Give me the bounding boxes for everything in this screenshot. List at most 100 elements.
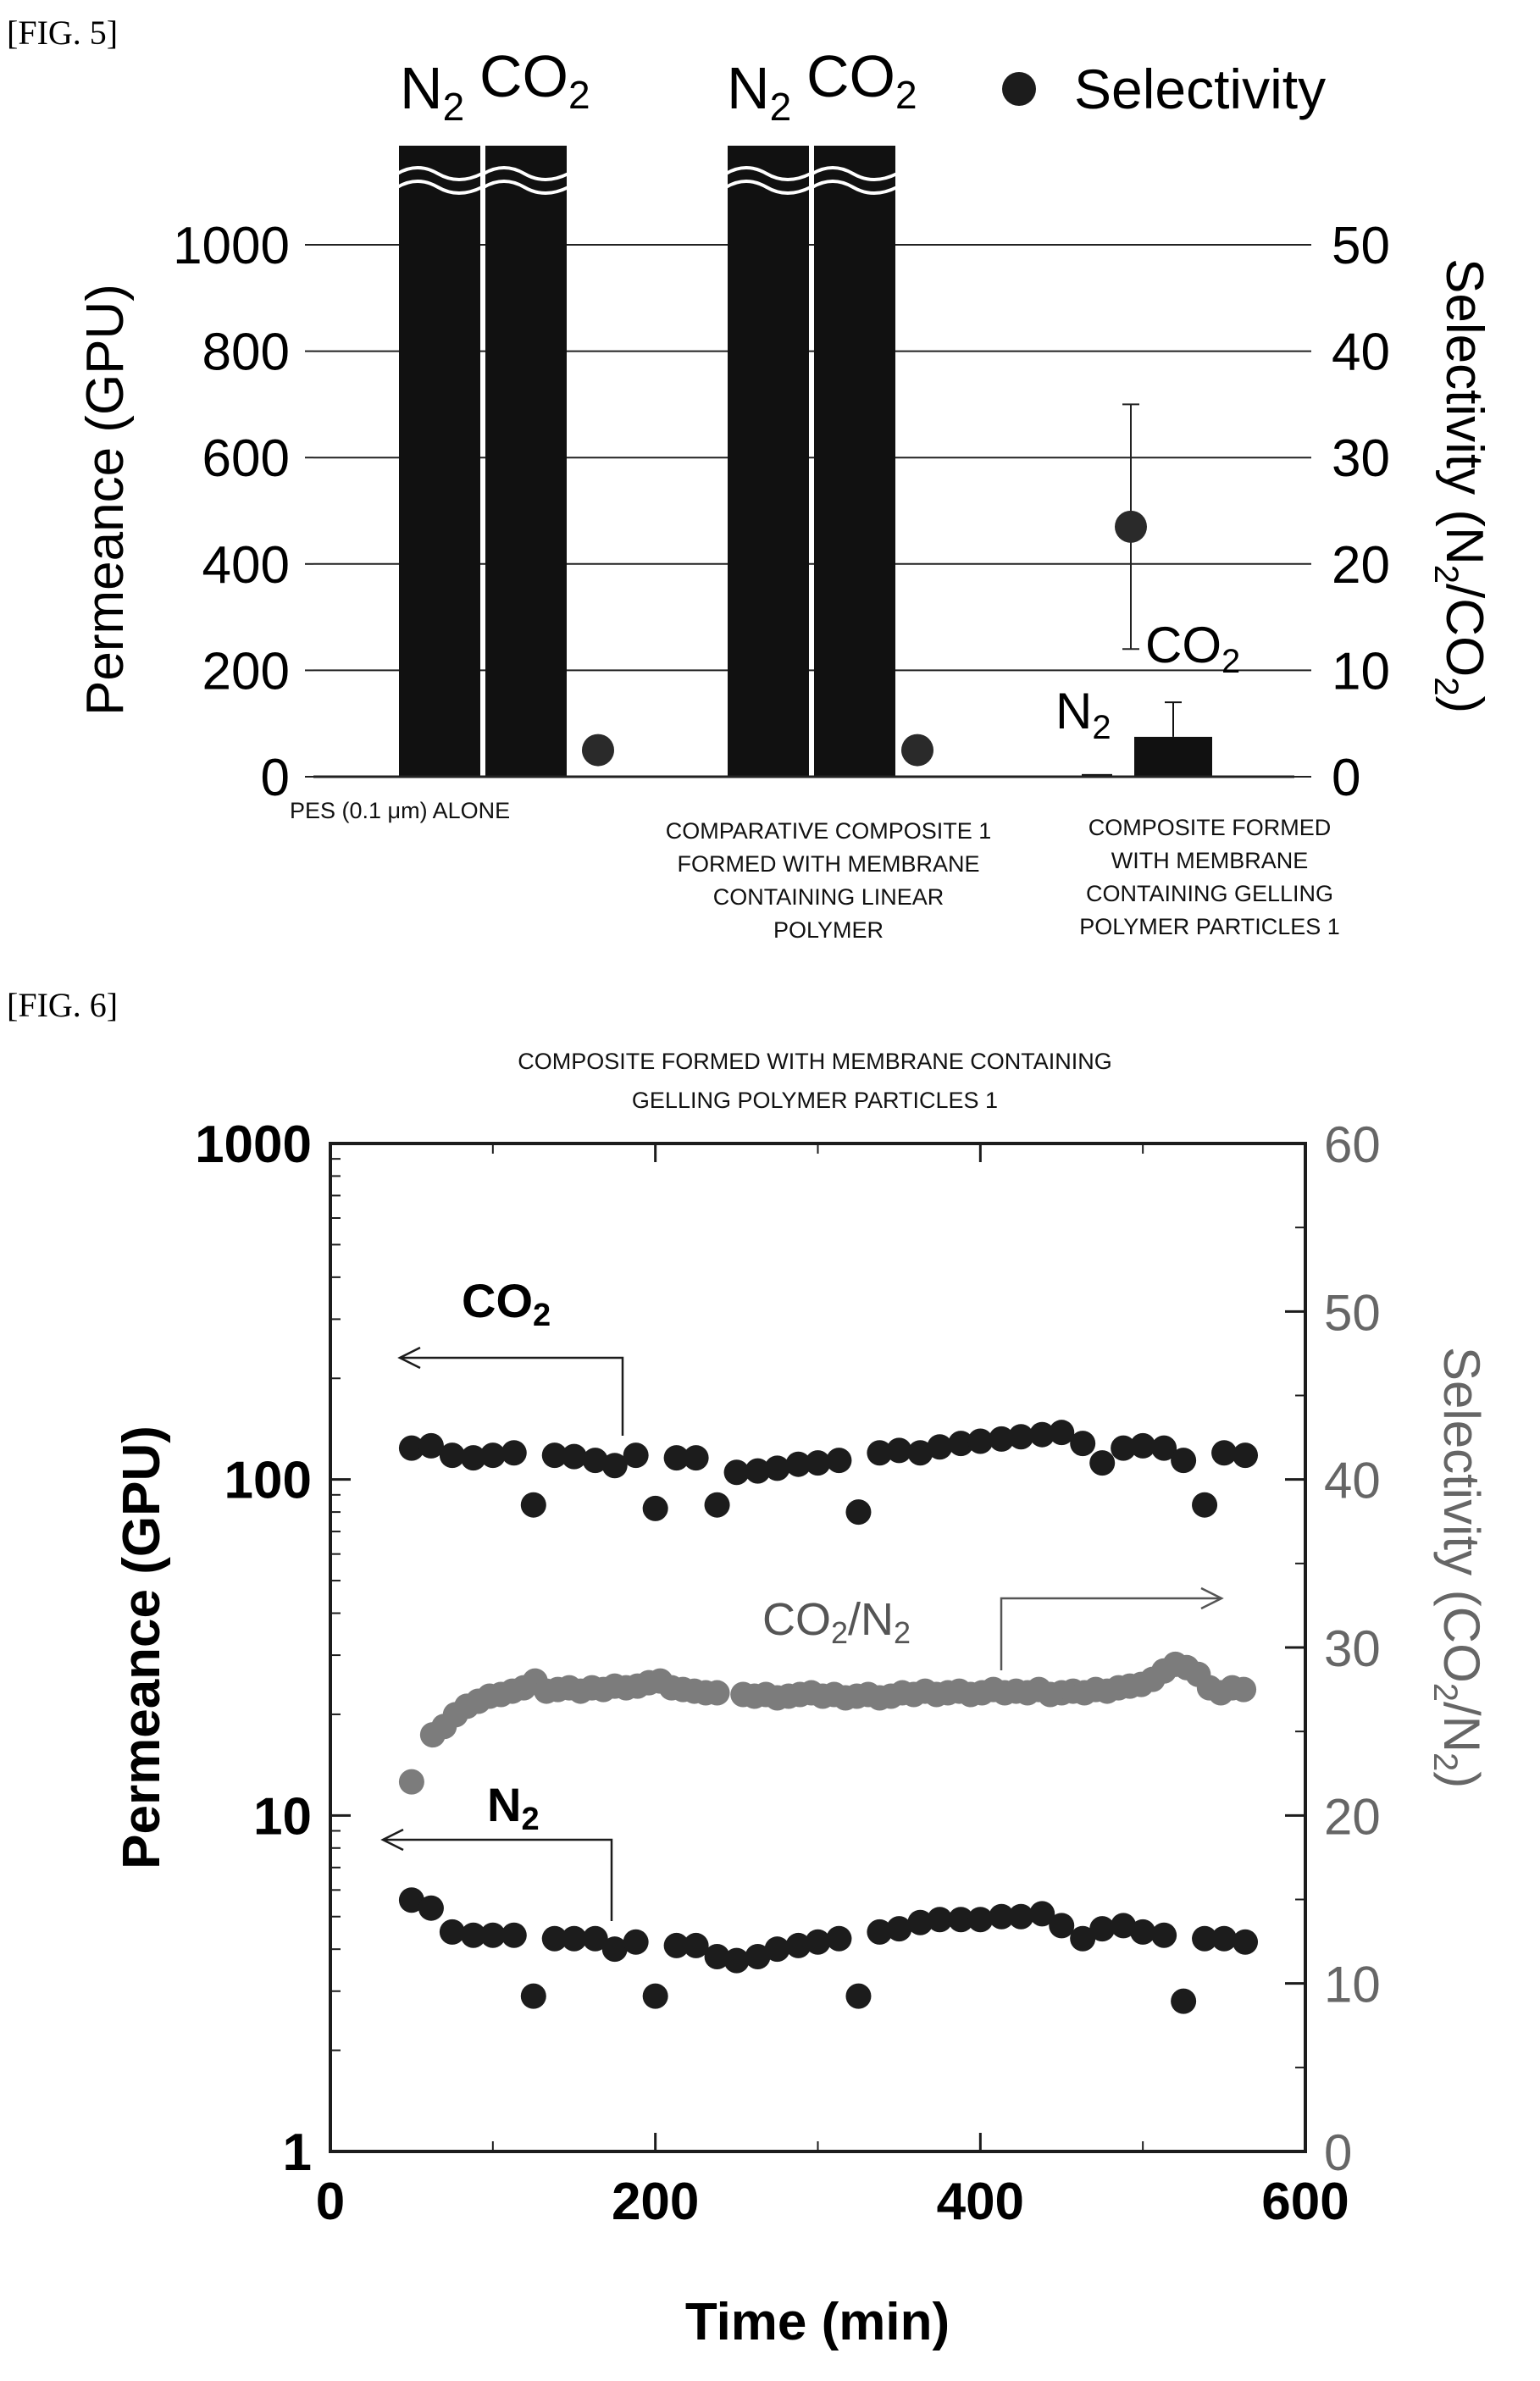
fig6-n2-arrow — [380, 1828, 613, 1921]
fig6-label: [FIG. 6] — [7, 986, 118, 1024]
fig6-co2-point — [1171, 1448, 1197, 1474]
fig6-co2-point — [989, 1426, 1015, 1452]
fig6-right-tick-label: 40 — [1324, 1453, 1381, 1509]
fig6-n2-point — [907, 1909, 933, 1935]
fig6-co2-point — [845, 1499, 872, 1526]
fig6-right-tick-label: 50 — [1324, 1284, 1381, 1341]
fig6-co2-point — [1070, 1431, 1096, 1457]
fig6-n2-point — [460, 1922, 486, 1948]
fig6-n2-point — [1029, 1901, 1055, 1927]
fig5-bar-n2 — [728, 146, 809, 777]
svg-text:CONTAINING LINEAR: CONTAINING LINEAR — [713, 884, 944, 910]
fig6-n2-point — [601, 1936, 628, 1963]
fig6-ratio-point — [1231, 1676, 1257, 1703]
fig5-selectivity-points — [582, 403, 1147, 767]
fig6-n2-point — [948, 1907, 974, 1933]
fig5-pair1-n2-label: N2 — [400, 55, 464, 129]
fig6-ratio-point — [704, 1680, 730, 1706]
fig5-pair1-co2-label: CO2 — [479, 43, 590, 117]
fig6-co2-point — [1151, 1435, 1177, 1461]
fig6-right-tick-label: 30 — [1324, 1620, 1381, 1677]
fig6-co2-point — [398, 1435, 424, 1461]
fig6-n2-point — [479, 1922, 506, 1948]
fig6-co2-point — [582, 1448, 608, 1474]
fig6-n2-point — [623, 1929, 649, 1955]
fig6-co2-point — [418, 1432, 444, 1459]
fig6-co2-point — [520, 1492, 546, 1518]
fig6-right-axis-title: Selectivity (CO2/N2) — [1426, 1347, 1490, 1788]
fig5-bar-n2-break — [724, 166, 812, 181]
fig6-co2-point — [805, 1450, 831, 1476]
fig5-legend-label: Selectivity — [1074, 58, 1326, 120]
fig6-n2-point — [723, 1947, 750, 1974]
fig6-n2-point — [1192, 1925, 1218, 1952]
fig6-co2-point — [1111, 1435, 1137, 1461]
svg-text:POLYMER: POLYMER — [773, 917, 884, 943]
fig5-bar-n2-break — [396, 166, 483, 181]
fig6-n2-point — [1171, 1988, 1197, 2014]
fig6-co2-point — [1130, 1432, 1156, 1459]
svg-text:FORMED WITH MEMBRANE: FORMED WITH MEMBRANE — [678, 851, 980, 877]
fig6-left-tick-label: 10 — [253, 1787, 312, 1846]
fig5-left-tick-label: 400 — [202, 536, 290, 595]
fig5-right-tick-label: 30 — [1332, 429, 1390, 488]
fig6-n2-point — [642, 1983, 668, 2009]
fig6-co2-point — [561, 1443, 587, 1470]
fig6-x-tick-label: 600 — [1261, 2173, 1349, 2231]
fig6-co2-point — [967, 1428, 994, 1454]
fig6-ratio-annotation: CO2/N2 — [762, 1594, 911, 1650]
fig5-bar-co2-break — [482, 180, 569, 195]
fig5-bar-n2-break — [396, 180, 483, 195]
fig6-axes: 0 200 400 600 1 10 100 1000 0 10 20 30 40 50 60 — [195, 1116, 1381, 2231]
fig6-co2-point — [601, 1453, 628, 1479]
fig6-n2-point — [418, 1895, 444, 1921]
fig5-left-axis-title: Permeance (GPU) — [76, 284, 135, 716]
fig6-co2-annotation: CO2 — [462, 1274, 551, 1333]
fig6-co2-point — [541, 1442, 568, 1469]
fig6-n2-point — [663, 1932, 690, 1958]
fig6-n2-point — [501, 1922, 527, 1948]
fig6-ratio-point — [398, 1769, 424, 1795]
fig5-right-tick-label: 0 — [1332, 749, 1360, 807]
fig5-selectivity-point — [582, 734, 614, 767]
fig5-bar-co2-break — [482, 166, 569, 181]
fig6-n2-point — [541, 1925, 568, 1952]
fig6-n2-point — [989, 1903, 1015, 1930]
svg-text:POLYMER PARTICLES 1: POLYMER PARTICLES 1 — [1079, 914, 1340, 939]
fig5-bar-co2 — [1134, 736, 1212, 777]
fig5-right-tick-label: 50 — [1332, 217, 1390, 275]
fig6-x-tick-label: 0 — [316, 2173, 345, 2231]
fig5-co2-annotation: CO2 — [1145, 617, 1240, 680]
fig6-x-tick-label: 200 — [612, 2173, 699, 2231]
fig6-n2-point — [1233, 1929, 1259, 1955]
fig6-co2-point — [764, 1455, 790, 1481]
fig5-bar-co2-break — [811, 180, 898, 195]
fig6-co2-point — [1233, 1442, 1259, 1469]
fig6-co2-point — [1049, 1420, 1075, 1446]
fig6-n2-point — [1111, 1913, 1137, 1939]
fig5-right-axis-title: Selectivity (N2/CO2) — [1427, 258, 1493, 713]
fig5-bar-n2-break — [724, 180, 812, 195]
fig5-right-tick-label: 20 — [1332, 536, 1390, 595]
fig5-bar-co2 — [485, 146, 567, 777]
fig6-n2-point — [398, 1887, 424, 1913]
fig6-ratio-arrow — [1000, 1586, 1224, 1670]
fig5-left-tick-label: 600 — [202, 429, 290, 488]
fig6-right-tick-label: 20 — [1324, 1788, 1381, 1845]
fig6-n2-point — [867, 1919, 893, 1945]
fig6-co2-point — [1192, 1492, 1218, 1518]
fig6-n2-point — [582, 1925, 608, 1952]
fig5-left-tick-label: 1000 — [173, 217, 290, 275]
svg-text:COMPARATIVE COMPOSITE 1: COMPARATIVE COMPOSITE 1 — [666, 818, 992, 844]
fig6-co2-point — [642, 1495, 668, 1521]
fig6-data-points — [398, 1420, 1259, 2014]
fig5-caption-group1: PES (0.1 μm) ALONE — [290, 798, 510, 823]
fig6-co2-point — [439, 1442, 465, 1469]
fig5-pair2-n2-label: N2 — [727, 55, 791, 129]
fig6-n2-point — [745, 1944, 771, 1970]
fig6-n2-point — [561, 1925, 587, 1952]
fig6-n2-point — [845, 1983, 872, 2009]
fig6-co2-point — [704, 1492, 730, 1518]
fig6-co2-point — [948, 1431, 974, 1457]
